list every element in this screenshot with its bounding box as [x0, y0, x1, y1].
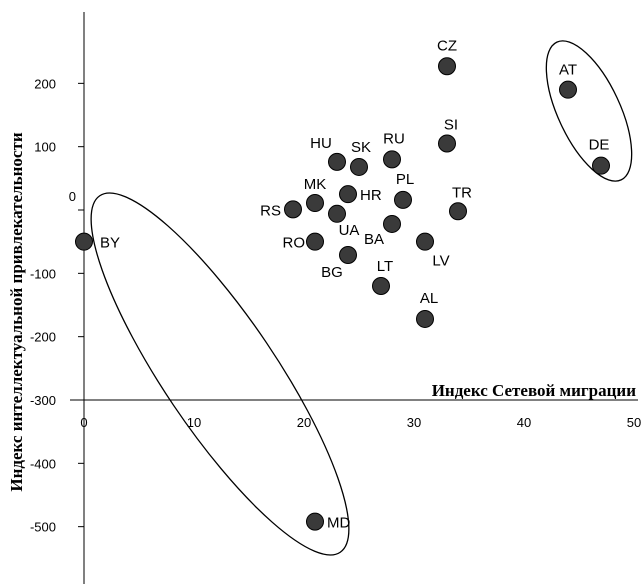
- point-label-hu: HU: [310, 135, 332, 152]
- point-pl: [394, 190, 412, 209]
- y-axis-title: Индекс интеллектуальной привлекательност…: [7, 132, 26, 491]
- point-ua: [328, 204, 346, 223]
- x-axis-title: Индекс Сетевой миграции: [432, 381, 637, 400]
- point-sk: [350, 157, 368, 176]
- point-label-sk: SK: [351, 139, 371, 156]
- data-points: [75, 57, 610, 531]
- x-tick-label: 10: [187, 415, 201, 430]
- point-label-lt: LT: [377, 258, 393, 275]
- point-md: [306, 512, 324, 531]
- point-label-ua: UA: [339, 222, 360, 239]
- point-lv: [416, 232, 434, 251]
- point-label-at: AT: [559, 62, 577, 79]
- point-al: [416, 309, 434, 328]
- cluster-ellipses: [90, 40, 633, 556]
- y-tick-label: -200: [30, 330, 56, 345]
- point-label-hr: HR: [360, 187, 382, 204]
- y-tick-labels: 200 100 0 -100 -200 -300 -400 -500: [30, 76, 84, 535]
- cluster-ellipse-at-de: [545, 40, 633, 182]
- point-label-by: BY: [100, 235, 120, 252]
- point-ru: [383, 150, 401, 169]
- point-bg: [339, 245, 357, 264]
- point-hu: [328, 152, 346, 171]
- point-cz: [438, 57, 456, 76]
- x-tick-label: 20: [297, 415, 311, 430]
- point-mk: [306, 194, 324, 213]
- point-lt: [372, 277, 390, 296]
- x-tick-labels: 0 10 20 30 40 50: [80, 415, 641, 430]
- point-hr: [339, 185, 357, 204]
- point-label-ba: BA: [364, 231, 384, 248]
- point-label-cz: CZ: [437, 37, 457, 54]
- point-label-mk: MK: [304, 176, 327, 193]
- axes: [70, 12, 638, 584]
- point-rs: [284, 200, 302, 219]
- point-label-de: DE: [589, 137, 610, 154]
- y-tick-label: 0: [69, 189, 76, 204]
- point-tr: [449, 202, 467, 221]
- x-tick-label: 0: [80, 415, 87, 430]
- point-label-lv: LV: [432, 253, 449, 270]
- point-label-si: SI: [444, 117, 458, 134]
- point-label-bg: BG: [321, 264, 343, 281]
- point-label-md: MD: [327, 515, 350, 532]
- point-ba: [383, 214, 401, 233]
- point-label-tr: TR: [452, 184, 472, 201]
- x-tick-label: 40: [517, 415, 531, 430]
- point-de: [592, 156, 610, 175]
- y-tick-label: 200: [34, 76, 56, 91]
- y-tick-label: -100: [30, 266, 56, 281]
- x-tick-label: 50: [627, 415, 641, 430]
- point-label-ru: RU: [383, 130, 405, 147]
- y-tick-label: -400: [30, 456, 56, 471]
- point-label-ro: RO: [283, 235, 306, 252]
- cluster-ellipse-by-md: [90, 192, 350, 556]
- point-ro: [306, 232, 324, 251]
- point-by: [75, 232, 93, 251]
- y-tick-label: -500: [30, 520, 56, 535]
- point-label-al: AL: [420, 290, 438, 307]
- y-tick-label: -300: [30, 393, 56, 408]
- point-label-pl: PL: [396, 171, 414, 188]
- point-si: [438, 134, 456, 153]
- x-tick-label: 30: [407, 415, 421, 430]
- point-at: [559, 80, 577, 99]
- y-tick-label: 100: [34, 140, 56, 155]
- point-label-rs: RS: [260, 202, 281, 219]
